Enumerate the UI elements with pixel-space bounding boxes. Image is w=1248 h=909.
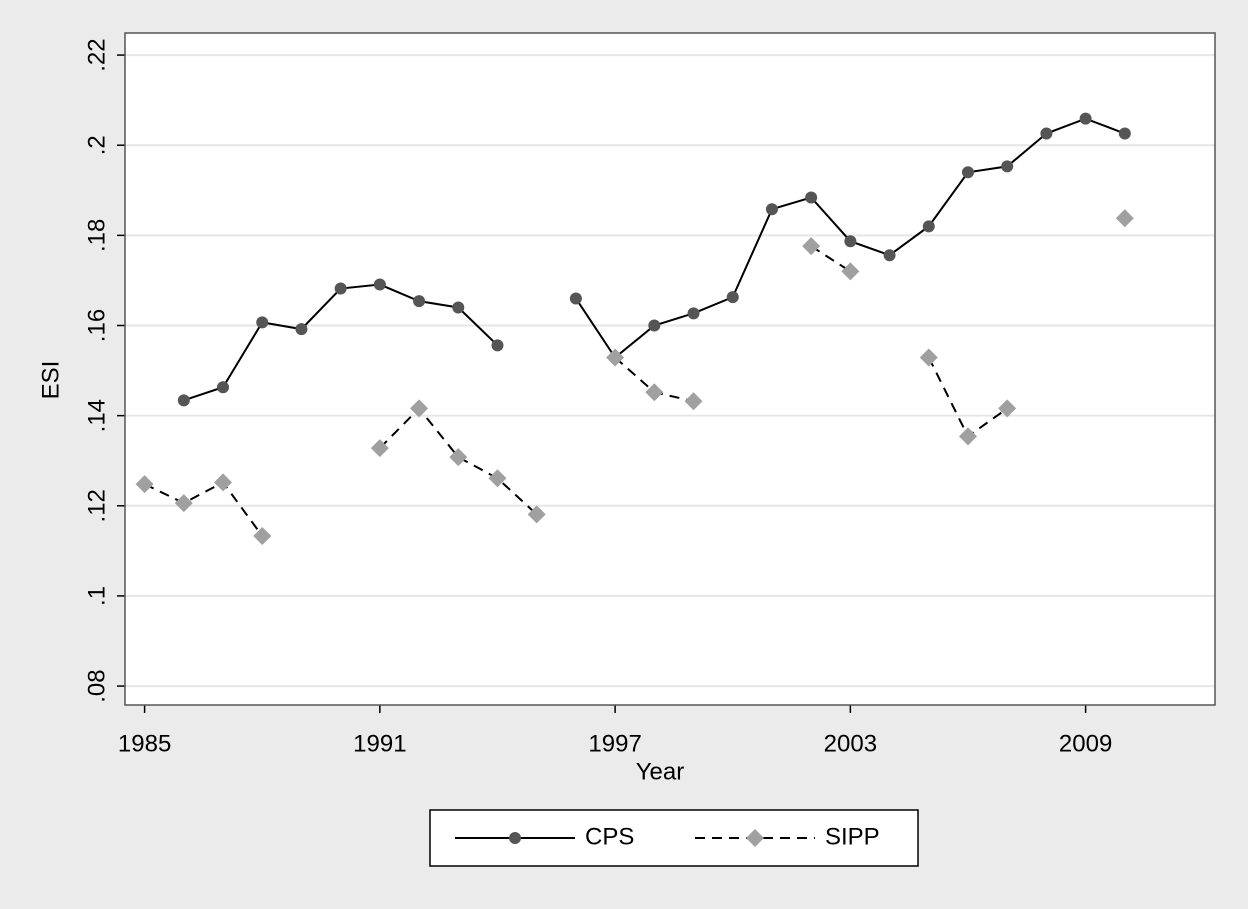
point [177, 394, 190, 407]
legend-label: CPS [585, 823, 634, 850]
point [488, 469, 507, 488]
y-axis-label: ESI [37, 361, 64, 400]
point [922, 220, 935, 233]
point [217, 381, 230, 394]
point [998, 399, 1017, 418]
point [958, 427, 977, 446]
y-tick-label: .16 [83, 309, 110, 342]
point [334, 282, 347, 295]
point [1079, 112, 1092, 125]
x-tick-label: 2009 [1059, 730, 1112, 757]
point [256, 316, 269, 329]
x-tick-label: 1991 [353, 730, 406, 757]
point [413, 295, 426, 308]
point [370, 439, 389, 458]
point [373, 278, 386, 291]
point [844, 235, 857, 248]
legend-marker [746, 829, 764, 847]
point [883, 249, 896, 262]
point [726, 291, 739, 304]
plot-frame [124, 32, 1216, 706]
point [961, 166, 974, 179]
point [648, 319, 661, 332]
point [174, 494, 193, 513]
point [841, 262, 860, 281]
point [684, 392, 703, 411]
y-tick-label: .14 [83, 399, 110, 432]
point [214, 473, 233, 492]
point [802, 237, 821, 256]
y-tick-label: .18 [83, 219, 110, 252]
y-tick-label: .12 [83, 489, 110, 522]
y-tick-label: .22 [83, 38, 110, 71]
point [491, 339, 504, 352]
point [527, 505, 546, 524]
point [410, 399, 429, 418]
x-tick-label: 1997 [588, 730, 641, 757]
point [452, 301, 465, 314]
x-axis-label: Year [636, 758, 685, 785]
point [1040, 127, 1053, 140]
point [1118, 127, 1131, 140]
point [687, 307, 700, 320]
y-tick-label: .1 [83, 586, 110, 606]
legend-label: SIPP [825, 823, 880, 850]
point [449, 448, 468, 467]
y-tick-label: .2 [83, 135, 110, 155]
point [569, 292, 582, 305]
legend-marker [509, 832, 521, 844]
point [1115, 209, 1134, 228]
y-tick-label: .08 [83, 669, 110, 702]
point [606, 348, 625, 367]
x-tick-label: 1985 [118, 730, 171, 757]
point [919, 348, 938, 367]
x-tick-label: 2003 [824, 730, 877, 757]
point [135, 475, 154, 494]
point [805, 191, 818, 204]
point [765, 203, 778, 216]
point [253, 526, 272, 545]
point [645, 383, 664, 402]
point [1001, 160, 1014, 173]
point [295, 323, 308, 336]
